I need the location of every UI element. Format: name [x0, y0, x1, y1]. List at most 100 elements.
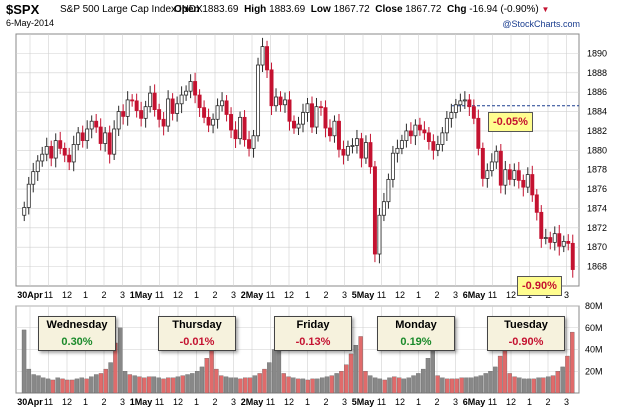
candle-body [431, 141, 436, 151]
candle-body [332, 120, 337, 137]
candle-body [139, 110, 144, 119]
volume-bars [21, 327, 575, 394]
volume-bar [223, 376, 229, 394]
candle-body [350, 145, 355, 147]
volume-bar [550, 375, 556, 394]
x-tick-label: 3 [231, 290, 236, 300]
weekday-change: 0.30% [61, 336, 93, 348]
volume-bar [334, 373, 339, 394]
volume-bar [262, 368, 267, 394]
volume-bar [185, 374, 190, 394]
candle-body [184, 90, 189, 96]
volume-bar [483, 373, 488, 394]
volume-bar [454, 378, 460, 394]
weekday-change-box: Tuesday -0.90% [487, 316, 565, 351]
x-tick-label: 12 [173, 290, 183, 300]
candle-body [265, 46, 270, 71]
candle-body [278, 96, 283, 106]
candle-body [305, 103, 310, 113]
price-tick-label: 1874 [587, 203, 607, 213]
volume-bar [170, 377, 176, 394]
price-tick-label: 1880 [587, 145, 607, 155]
volume-x-tick-label: 12 [173, 397, 183, 407]
volume-bar [228, 377, 234, 394]
volume-bar [118, 327, 123, 394]
candle-body [440, 132, 445, 145]
weekday-change-box: Thursday -0.01% [158, 316, 236, 351]
exchange-label: INDX [178, 4, 203, 15]
volume-tick-label: 80M [585, 301, 603, 311]
candle-body [40, 153, 45, 162]
volume-bar [21, 329, 27, 394]
weekday-change: -0.90% [508, 336, 544, 348]
weekday-label: Monday [395, 319, 437, 331]
candle-body [480, 147, 485, 179]
candle-body [103, 132, 108, 144]
candle-body [53, 140, 58, 159]
volume-x-tick-label: 2 [212, 397, 217, 407]
volume-bar [295, 378, 301, 394]
volume-x-tick-label: 11 [377, 397, 386, 407]
candle-body [507, 169, 512, 180]
volume-bar [252, 375, 258, 394]
candle-body [269, 69, 274, 107]
volume-x-tick-label: 3 [453, 397, 458, 407]
volume-bar [526, 378, 532, 394]
volume-bar [199, 366, 205, 394]
candle-body [152, 92, 157, 111]
x-tick-label: 1May [130, 290, 153, 300]
candle-body [485, 170, 490, 179]
volume-x-tick-label: 11 [44, 397, 53, 407]
volume-bar [392, 376, 397, 394]
volume-tick-label: 20M [585, 366, 603, 376]
volume-bar [339, 371, 344, 394]
candle-body [319, 106, 323, 109]
candle-body [260, 46, 265, 66]
candle-body [76, 132, 81, 145]
volume-bar [103, 368, 108, 394]
chg-label: Chg [447, 4, 467, 15]
weekday-label: Friday [296, 319, 330, 331]
price-grid [15, 33, 580, 287]
volume-bar [473, 376, 479, 394]
volume-bar [565, 355, 570, 394]
open-value: 1883.69 [202, 4, 239, 15]
volume-bar [555, 371, 561, 394]
candle-body [211, 118, 216, 126]
volume-bar [238, 378, 243, 394]
symbol-name: S&P 500 Large Cap Index [60, 4, 177, 15]
volume-bar [493, 366, 498, 394]
candle-body [399, 140, 404, 149]
candle-body [238, 116, 243, 140]
volume-x-tick-label: 1May [130, 397, 153, 407]
candle-body [498, 150, 503, 186]
volume-bar [353, 344, 359, 394]
volume-bar [98, 373, 104, 394]
price-tick-label: 1886 [587, 87, 607, 97]
candle-body [494, 150, 499, 163]
candle-body [179, 94, 184, 105]
volume-x-tick-label: 2 [323, 397, 328, 407]
volume-bar [488, 371, 493, 394]
annotation-tag: -0.05% [488, 111, 533, 132]
volume-bar [344, 364, 349, 394]
x-tick-label: 2May [241, 290, 264, 300]
candle-body [354, 138, 359, 146]
candle-body [301, 112, 305, 125]
candle-body [224, 100, 229, 115]
candle-body [157, 109, 162, 120]
price-x-axis: 30Apr 11 12 1 2 3 1May 11 12 1 2 3 2May 11 12 1 2 3 5May 11… [17, 290, 569, 300]
candle-body [22, 207, 27, 216]
x-tick-label: 12 [62, 290, 72, 300]
candle-body [121, 111, 126, 117]
volume-bar [440, 377, 445, 394]
candle-body [58, 140, 63, 149]
volume-bar [401, 378, 407, 394]
candle-body [220, 100, 225, 107]
price-tick-label: 1870 [587, 242, 607, 252]
volume-bar [257, 373, 262, 394]
candle-body [404, 130, 409, 142]
x-tick-label: 3 [342, 290, 347, 300]
x-tick-label: 2 [434, 290, 439, 300]
volume-bar [204, 358, 209, 394]
